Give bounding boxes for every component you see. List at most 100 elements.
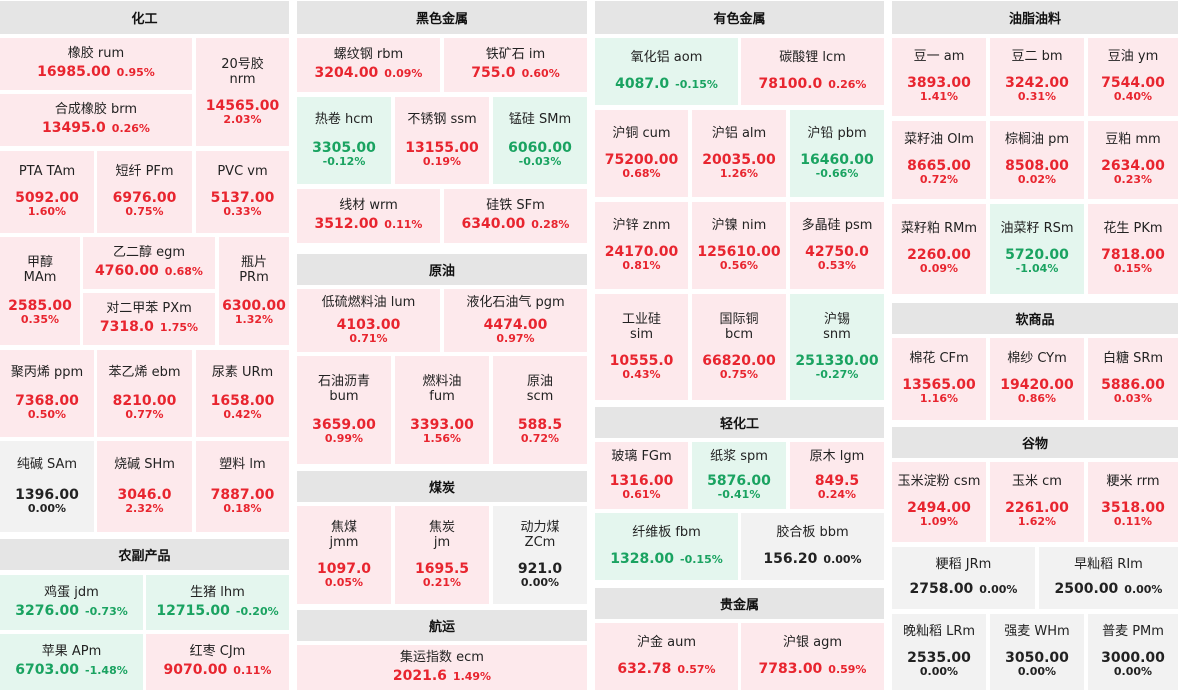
tile-aum[interactable]: 沪金 aum 632.78 0.57% — [595, 623, 738, 690]
tile-change: -0.27% — [815, 367, 859, 381]
tile-shm[interactable]: 烧碱 SHm 3046.0 2.32% — [97, 441, 192, 532]
tile-change: 0.77% — [125, 407, 164, 421]
tile-nrm[interactable]: 20号胶 nrm 14565.00 2.03% — [196, 38, 289, 146]
tile-fgm[interactable]: 玻璃 FGm 1316.00 0.61% — [595, 442, 688, 509]
tile-name: 纸浆 spm — [710, 448, 768, 464]
tile-name: 铁矿石 im — [485, 47, 546, 63]
tile-rrm[interactable]: 粳米 rrm 3518.00 0.11% — [1088, 462, 1178, 542]
tile-name: 生猪 lhm — [190, 584, 245, 600]
tile-am[interactable]: 豆一 am 3893.00 1.41% — [892, 38, 986, 116]
tile-apm[interactable]: 苹果 APm 6703.00 -1.48% — [0, 634, 143, 690]
tile-lum[interactable]: 低硫燃料油 lum 4103.00 0.71% — [297, 289, 440, 352]
tile-lm[interactable]: 塑料 lm 7887.00 0.18% — [196, 441, 289, 532]
tile-name: 焦炭 — [428, 519, 455, 535]
tile-change: 0.05% — [324, 575, 364, 589]
tile-rim[interactable]: 早籼稻 RIm 2500.00 0.00% — [1039, 547, 1178, 609]
tile-jm[interactable]: 焦炭 jm 1695.5 0.21% — [395, 506, 489, 604]
tile-change: 0.57% — [677, 662, 716, 676]
tile-ssm[interactable]: 不锈钢 ssm 13155.00 0.19% — [395, 97, 489, 184]
tile-bum[interactable]: 石油沥青 bum 3659.00 0.99% — [297, 356, 391, 464]
tile-change: 0.33% — [223, 205, 262, 219]
tile-prm[interactable]: 瓶片 PRm 6300.00 1.32% — [219, 237, 289, 345]
tile-change: 0.56% — [719, 258, 759, 272]
tile-name: 沪铝 alm — [711, 125, 767, 141]
tile-bm[interactable]: 豆二 bm 3242.00 0.31% — [990, 38, 1084, 116]
tile-price: 5092.00 — [15, 190, 79, 207]
tile-tam[interactable]: PTA TAm 5092.00 1.60% — [0, 151, 94, 233]
tile-price: 3242.00 — [1005, 75, 1069, 92]
tile-ppm[interactable]: 聚丙烯 ppm 7368.00 0.50% — [0, 350, 94, 437]
tile-smm[interactable]: 锰硅 SMm 6060.00 -0.03% — [493, 97, 587, 184]
tile-bcm[interactable]: 国际铜 bcm 66820.00 0.75% — [692, 294, 786, 400]
tile-nim[interactable]: 沪镍 nim 125610.00 0.56% — [692, 202, 786, 289]
tile-zcm[interactable]: 动力煤 ZCm 921.0 0.00% — [493, 506, 587, 604]
tile-name: 豆二 bm — [1011, 49, 1063, 65]
tile-pfm[interactable]: 短纤 PFm 6976.00 0.75% — [97, 151, 192, 233]
tile-cm[interactable]: 玉米 cm 2261.00 1.62% — [990, 462, 1084, 542]
tile-rum[interactable]: 橡胶 rum 16985.00 0.95% — [0, 38, 192, 90]
tile-lhm[interactable]: 生猪 lhm 12715.00 -0.20% — [146, 575, 289, 630]
tile-cym[interactable]: 棉纱 CYm 19420.00 0.86% — [990, 338, 1084, 420]
tile-whm[interactable]: 强麦 WHm 3050.00 0.00% — [990, 614, 1084, 690]
tile-pxm[interactable]: 对二甲苯 PXm 7318.0 1.75% — [83, 293, 215, 345]
tile-rsm[interactable]: 油菜籽 RSm 5720.00 -1.04% — [990, 204, 1084, 294]
tile-change: 0.86% — [1017, 392, 1057, 406]
section-header-nonferrous: 有色金属 — [595, 1, 884, 34]
tile-brm[interactable]: 合成橡胶 brm 13495.0 0.26% — [0, 94, 192, 146]
tile-olm[interactable]: 菜籽油 OIm 8665.00 0.72% — [892, 121, 986, 199]
tile-vm[interactable]: PVC vm 5137.00 0.33% — [196, 151, 289, 233]
tile-spm[interactable]: 纸浆 spm 5876.00 -0.41% — [692, 442, 786, 509]
tile-name: 原木 lgm — [809, 448, 865, 464]
tile-name: 棉花 CFm — [909, 351, 969, 367]
tile-bbm[interactable]: 胶合板 bbm 156.20 0.00% — [741, 513, 884, 580]
tile-price: 78100.0 — [758, 75, 823, 92]
tile-sam[interactable]: 纯碱 SAm 1396.00 0.00% — [0, 441, 94, 532]
tile-snm[interactable]: 沪锡 snm 251330.00 -0.27% — [790, 294, 884, 400]
tile-price: 3393.00 — [410, 416, 474, 433]
tile-sim[interactable]: 工业硅 sim 10555.0 0.43% — [595, 294, 688, 400]
tile-ecm[interactable]: 集运指数 ecm 2021.6 1.49% — [297, 645, 587, 690]
tile-znm[interactable]: 沪锌 znm 24170.00 0.81% — [595, 202, 688, 289]
tile-wrm[interactable]: 线材 wrm 3512.00 0.11% — [297, 189, 440, 243]
tile-cfm[interactable]: 棉花 CFm 13565.00 1.16% — [892, 338, 986, 420]
tile-alm[interactable]: 沪铝 alm 20035.00 1.26% — [692, 110, 786, 197]
tile-jmm[interactable]: 焦煤 jmm 1097.0 0.05% — [297, 506, 391, 604]
tile-name: PTA TAm — [18, 164, 76, 180]
tile-change: 1.75% — [159, 321, 199, 335]
tile-pgm[interactable]: 液化石油气 pgm 4474.00 0.97% — [444, 289, 587, 352]
tile-csm[interactable]: 玉米淀粉 csm 2494.00 1.09% — [892, 462, 986, 542]
tile-mm[interactable]: 豆粕 mm 2634.00 0.23% — [1088, 121, 1178, 199]
tile-change: 0.71% — [349, 331, 388, 345]
tile-urm[interactable]: 尿素 URm 1658.00 0.42% — [196, 350, 289, 437]
tile-ym[interactable]: 豆油 ym 7544.00 0.40% — [1088, 38, 1178, 116]
tile-egm[interactable]: 乙二醇 egm 4760.00 0.68% — [83, 237, 215, 289]
tile-scm[interactable]: 原油 scm 588.5 0.72% — [493, 356, 587, 464]
tile-hcm[interactable]: 热卷 hcm 3305.00 -0.12% — [297, 97, 391, 184]
tile-ebm[interactable]: 苯乙烯 ebm 8210.00 0.77% — [97, 350, 192, 437]
tile-lgm[interactable]: 原木 lgm 849.5 0.24% — [790, 442, 884, 509]
tile-fbm[interactable]: 纤维板 fbm 1328.00 -0.15% — [595, 513, 738, 580]
tile-srm[interactable]: 白糖 SRm 5886.00 0.03% — [1088, 338, 1178, 420]
tile-price: 1695.5 — [414, 560, 470, 577]
tile-pkm[interactable]: 花生 PKm 7818.00 0.15% — [1088, 204, 1178, 294]
tile-sfm[interactable]: 硅铁 SFm 6340.00 0.28% — [444, 189, 587, 243]
tile-jdm[interactable]: 鸡蛋 jdm 3276.00 -0.73% — [0, 575, 143, 630]
tile-psm[interactable]: 多晶硅 psm 42750.0 0.53% — [790, 202, 884, 289]
tile-mam[interactable]: 甲醇 MAm 2585.00 0.35% — [0, 237, 80, 345]
tile-lcm[interactable]: 碳酸锂 lcm 78100.0 0.26% — [741, 38, 884, 105]
tile-im[interactable]: 铁矿石 im 755.0 0.60% — [444, 38, 587, 92]
tile-cum[interactable]: 沪铜 cum 75200.00 0.68% — [595, 110, 688, 197]
tile-lrm[interactable]: 晚籼稻 LRm 2535.00 0.00% — [892, 614, 986, 690]
tile-change: 0.11% — [384, 218, 423, 232]
tile-jrm[interactable]: 粳稻 JRm 2758.00 0.00% — [892, 547, 1035, 609]
tile-cjm[interactable]: 红枣 CJm 9070.00 0.11% — [146, 634, 289, 690]
tile-fum[interactable]: 燃料油 fum 3393.00 1.56% — [395, 356, 489, 464]
tile-pmm[interactable]: 普麦 PMm 3000.00 0.00% — [1088, 614, 1178, 690]
tile-aom[interactable]: 氧化铝 aom 4087.0 -0.15% — [595, 38, 738, 105]
tile-pm[interactable]: 棕榈油 pm 8508.00 0.02% — [990, 121, 1084, 199]
tile-rbm[interactable]: 螺纹钢 rbm 3204.00 0.09% — [297, 38, 440, 92]
tile-pbm[interactable]: 沪铅 pbm 16460.00 -0.66% — [790, 110, 884, 197]
tile-agm[interactable]: 沪银 agm 7783.00 0.59% — [741, 623, 884, 690]
tile-name: 玉米 cm — [1012, 474, 1062, 490]
tile-rmm[interactable]: 菜籽粕 RMm 2260.00 0.09% — [892, 204, 986, 294]
